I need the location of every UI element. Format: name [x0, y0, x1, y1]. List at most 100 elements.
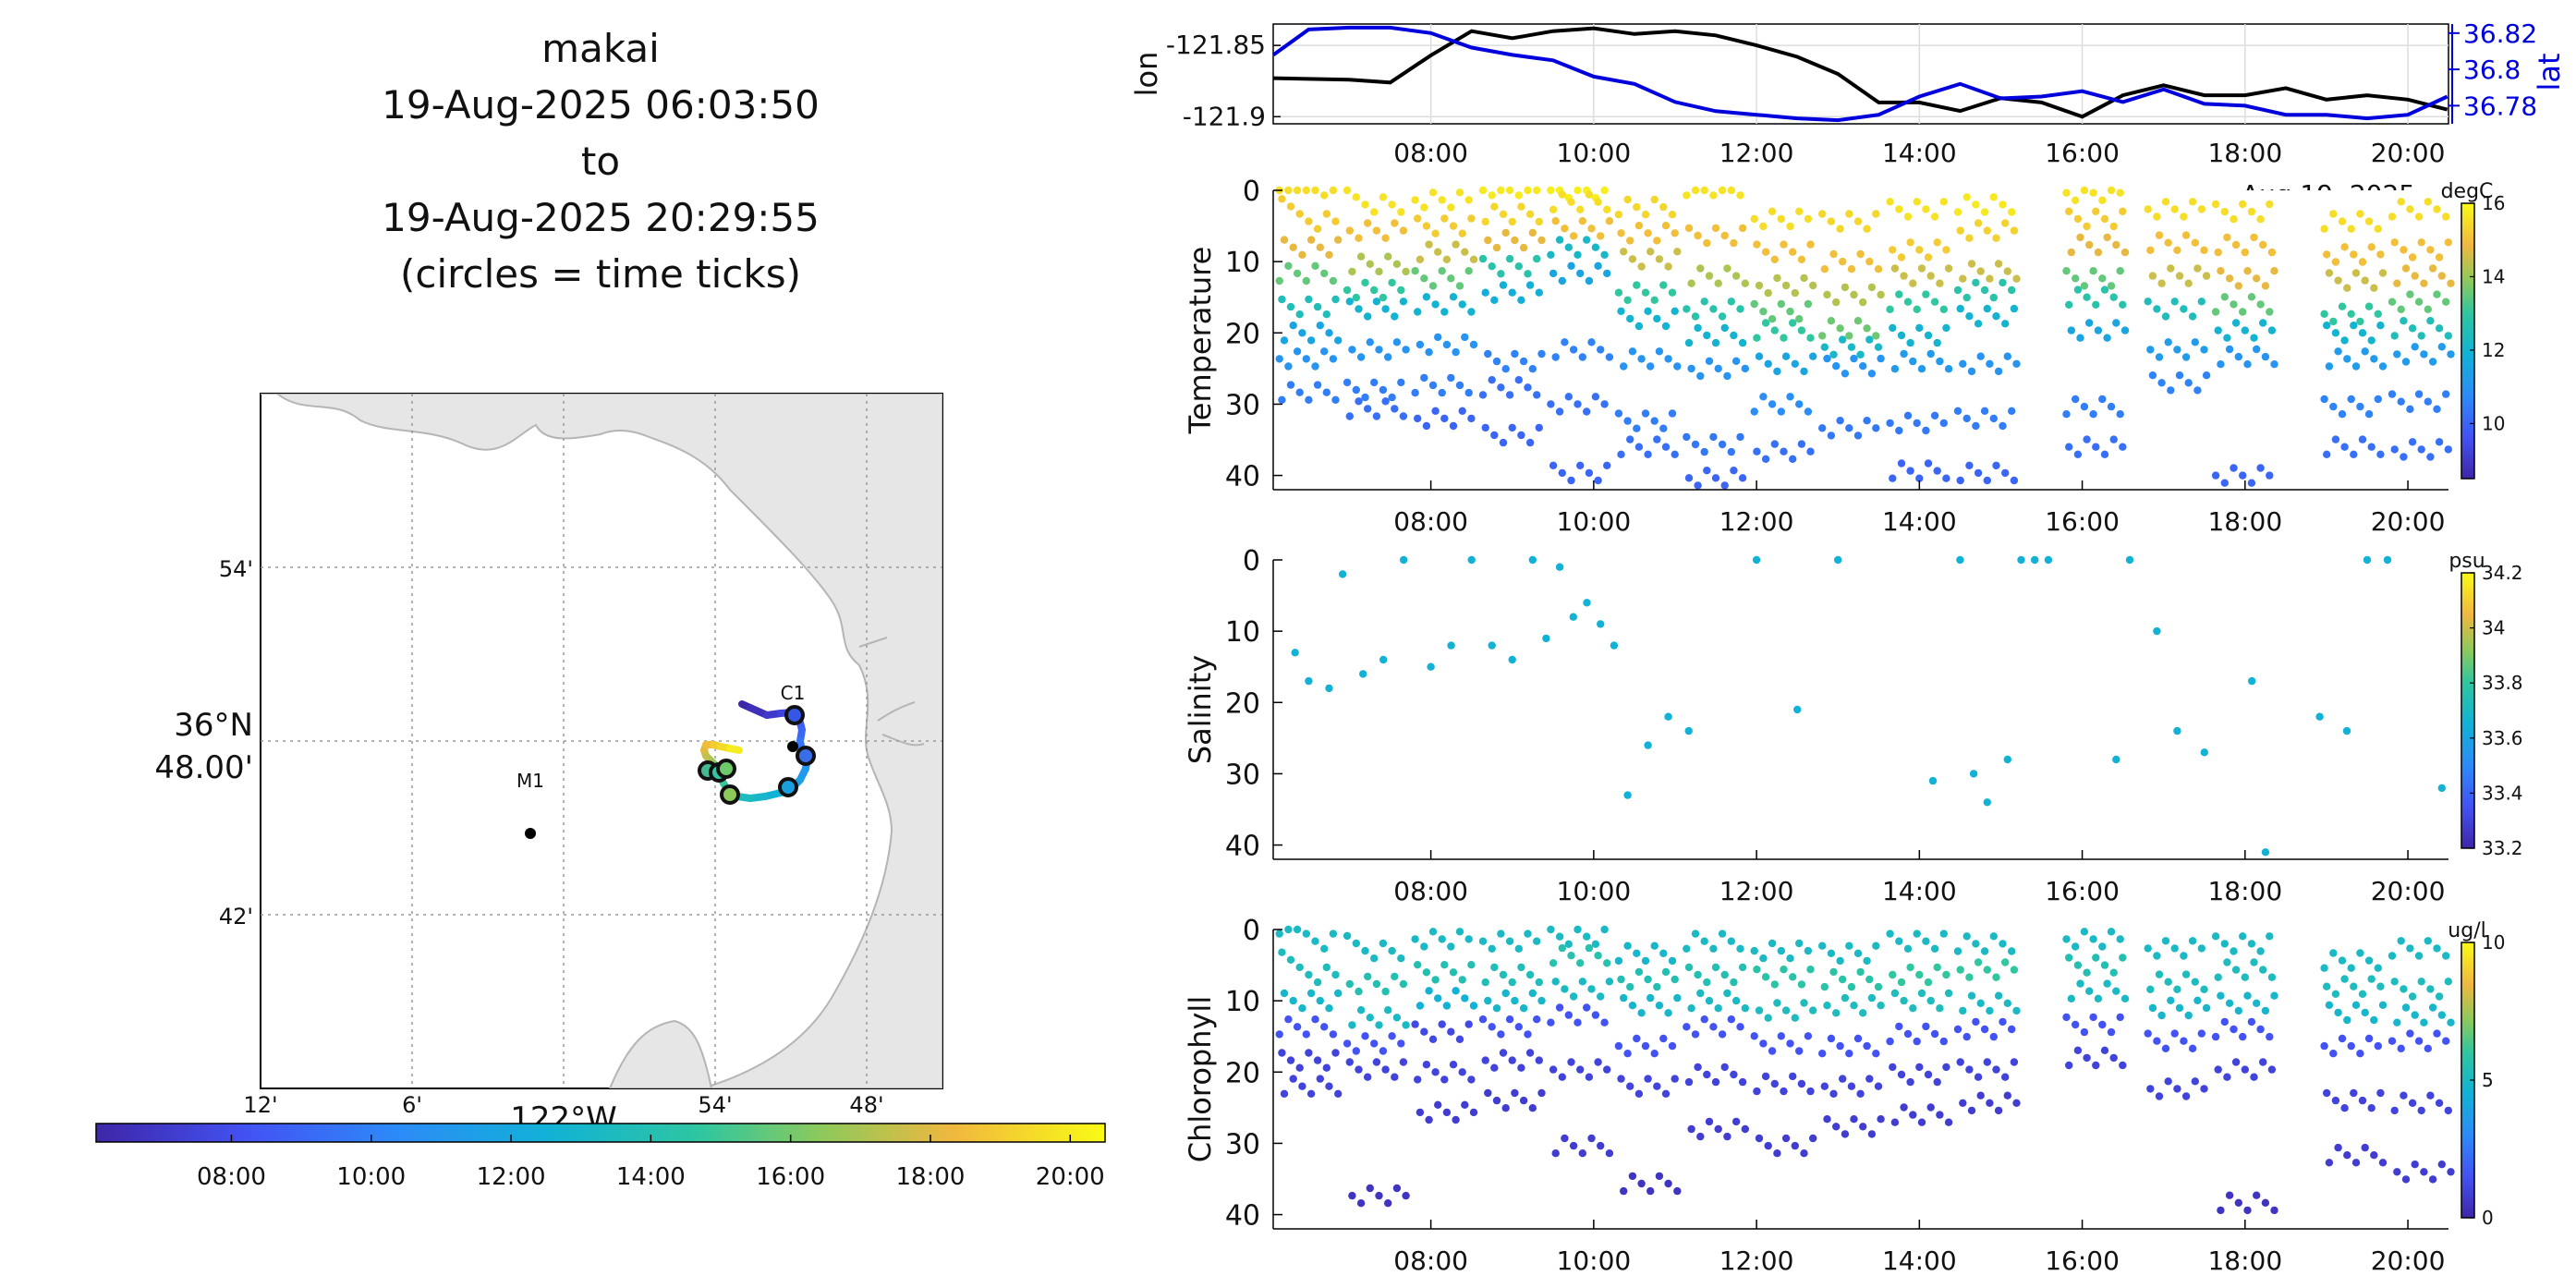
- data-point: [2234, 1198, 2242, 1208]
- data-point: [2414, 213, 2424, 221]
- data-point: [2338, 217, 2347, 225]
- data-point: [2406, 290, 2414, 298]
- data-point: [1458, 1068, 1466, 1076]
- data-point: [1889, 246, 1897, 254]
- data-point: [1348, 1191, 1356, 1200]
- data-point: [1770, 980, 1780, 989]
- data-point: [1718, 1030, 1727, 1039]
- data-point: [2253, 1191, 2261, 1199]
- data-point: [1295, 1063, 1304, 1072]
- data-point: [1428, 381, 1438, 390]
- data-point: [2184, 379, 2193, 387]
- data-point: [2411, 1160, 2419, 1169]
- data-point: [1449, 968, 1458, 977]
- data-point: [1841, 993, 1850, 1002]
- data-point: [1561, 985, 1569, 993]
- data-point: [1877, 290, 1885, 299]
- data-point: [2175, 371, 2184, 380]
- data-point: [1827, 317, 1836, 325]
- data-point: [1452, 240, 1460, 249]
- time-tick-label: 16:00: [2045, 1245, 2120, 1276]
- data-point: [1874, 1082, 1883, 1090]
- data-point: [2067, 248, 2075, 257]
- data-point: [2200, 748, 2208, 757]
- data-point: [1305, 217, 1313, 225]
- data-point: [1673, 248, 1682, 256]
- data-point: [1420, 1027, 1428, 1036]
- data-point: [1915, 970, 1924, 979]
- data-point: [2442, 213, 2450, 221]
- data-point: [1705, 272, 1714, 280]
- data-point: [2001, 958, 2010, 966]
- data-point: [1773, 273, 1781, 283]
- colorbar-tick-label: 0: [2482, 1207, 2494, 1229]
- data-point: [2370, 355, 2378, 363]
- data-point: [1900, 996, 1908, 1005]
- data-point: [1926, 996, 1935, 1005]
- data-point: [1818, 424, 1827, 432]
- data-point: [1508, 1056, 1516, 1064]
- data-point: [2089, 935, 2097, 943]
- data-point: [2393, 350, 2401, 358]
- data-point: [1664, 1009, 1672, 1017]
- data-point: [1820, 265, 1829, 273]
- data-point: [2200, 985, 2208, 994]
- data-point: [2334, 347, 2342, 356]
- data-point: [1709, 191, 1718, 200]
- data-point: [1789, 973, 1797, 981]
- data-point: [2167, 996, 2175, 1005]
- data-point: [1684, 474, 1694, 482]
- data-point: [1585, 190, 1594, 199]
- data-point: [1438, 267, 1446, 275]
- data-point: [2325, 1001, 2334, 1010]
- data-point: [1331, 295, 1340, 304]
- data-point: [2012, 1099, 2021, 1108]
- data-point: [2351, 362, 2361, 371]
- data-point: [2323, 322, 2331, 330]
- data-point: [1924, 1070, 1933, 1079]
- data-point: [1962, 1032, 1971, 1041]
- data-point: [2370, 284, 2378, 292]
- data-point: [1517, 431, 1525, 440]
- lon-tick-label: -121.9: [1183, 101, 1266, 131]
- data-point: [2157, 1011, 2166, 1020]
- data-point: [1343, 931, 1352, 941]
- data-point: [1691, 930, 1700, 938]
- time-tick-label: 12:00: [1719, 1245, 1794, 1276]
- data-point: [1558, 1073, 1567, 1081]
- data-point: [1569, 232, 1578, 240]
- time-tick-label: 08:00: [1393, 876, 1468, 906]
- data-point: [1329, 276, 1338, 286]
- data-point: [1962, 293, 1971, 302]
- data-point: [1469, 340, 1478, 349]
- data-point: [2083, 222, 2091, 231]
- data-point: [1343, 378, 1352, 387]
- data-point: [1508, 217, 1516, 226]
- data-point: [2125, 555, 2134, 565]
- data-point: [2120, 326, 2130, 334]
- data-point: [1587, 985, 1596, 993]
- data-point: [2320, 964, 2328, 972]
- data-point: [1384, 353, 1392, 361]
- data-point: [2239, 308, 2247, 316]
- data-point: [2144, 1029, 2152, 1038]
- colorbar-tick-label: 12: [2482, 339, 2505, 361]
- data-point: [2424, 397, 2432, 406]
- data-point: [1994, 1106, 2003, 1115]
- data-point: [1561, 338, 1569, 346]
- data-point: [2230, 300, 2238, 309]
- data-point: [1992, 973, 2000, 981]
- data-point: [1361, 393, 1369, 402]
- data-point: [1903, 944, 1913, 953]
- data-point: [1585, 1073, 1594, 1081]
- data-point: [1684, 338, 1694, 347]
- data-point: [2031, 555, 2039, 565]
- data-point: [1411, 267, 1419, 275]
- data-point: [2247, 940, 2256, 948]
- data-point: [1505, 186, 1514, 195]
- data-point: [1727, 937, 1736, 945]
- data-point: [1752, 555, 1761, 565]
- data-point: [2390, 238, 2399, 247]
